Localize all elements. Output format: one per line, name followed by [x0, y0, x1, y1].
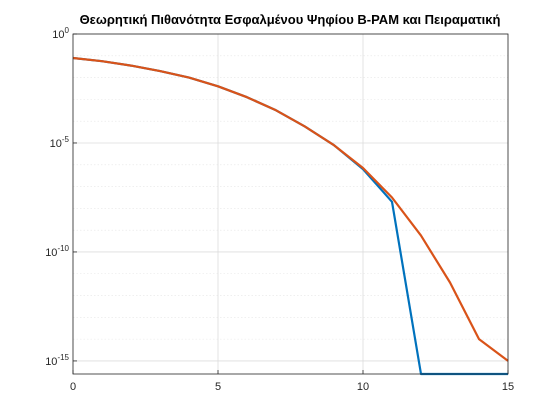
x-tick-label: 10 [357, 381, 369, 393]
x-tick-label: 5 [215, 381, 221, 393]
y-tick-label: 100 [52, 26, 69, 41]
y-tick-exponent: 0 [65, 26, 70, 35]
series-line-2 [72, 56, 509, 362]
y-tick-exponent: -10 [57, 244, 69, 253]
y-tick-base: 10 [52, 29, 64, 41]
plot-area [73, 34, 508, 374]
y-tick-exponent: -15 [57, 353, 69, 362]
y-tick-label: 10-5 [50, 135, 70, 150]
y-tick-base: 10 [45, 356, 57, 368]
y-tick-base: 10 [50, 138, 62, 150]
x-tick-label: 0 [70, 381, 76, 393]
y-tick-base: 10 [45, 247, 57, 259]
y-tick-label: 10-15 [45, 353, 69, 368]
y-tick-exponent: -5 [62, 135, 70, 144]
axes-box [72, 33, 509, 375]
chart-title: Θεωρητική Πιθανότητα Εσφαλμένου Ψηφίου B… [80, 12, 501, 27]
y-tick-label: 10-10 [45, 244, 69, 259]
x-tick-label: 15 [502, 381, 514, 393]
